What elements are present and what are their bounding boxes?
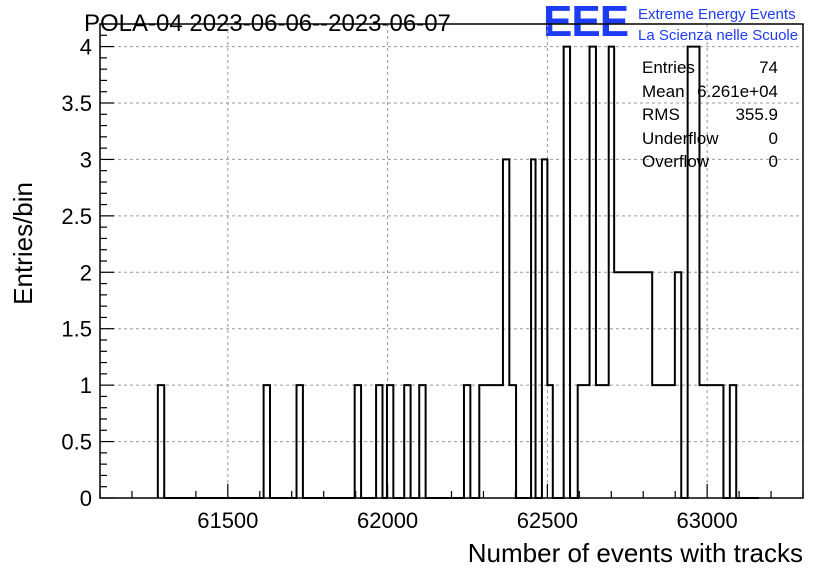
stat-value: 74: [759, 58, 778, 77]
stat-name: Entries: [642, 58, 695, 77]
stat-value: 6.261e+04: [697, 81, 778, 101]
logo-line-1: Extreme Energy Events: [638, 6, 796, 23]
y-tick-label: 2: [80, 260, 92, 285]
histogram-bin: [419, 385, 425, 498]
stat-name: Overflow: [642, 152, 710, 171]
y-tick-label: 0.5: [61, 430, 92, 455]
histogram-bin: [699, 385, 723, 498]
histogram-bin: [620, 272, 626, 498]
stat-row-mean: Mean 6.261e+04: [640, 82, 780, 106]
histogram-bin: [730, 385, 736, 498]
histogram-bin: [503, 159, 509, 498]
y-tick-label: 3: [80, 147, 92, 172]
histogram-bin: [509, 385, 516, 498]
y-tick-label: 1: [80, 373, 92, 398]
y-tick-label: 2.5: [61, 204, 92, 229]
stat-value: 355.9: [735, 105, 778, 124]
y-tick-label: 1.5: [61, 317, 92, 342]
histogram-bin: [531, 159, 535, 498]
histogram-bin: [590, 47, 596, 498]
stat-value: 0: [768, 128, 778, 148]
x-tick-label: 63000: [677, 508, 738, 533]
logo-mark: EEE: [543, 0, 629, 46]
histogram-bin: [675, 272, 681, 498]
y-tick-label: 0: [80, 486, 92, 511]
stat-row-underflow: Underflow 0: [640, 129, 780, 153]
y-tick-label: 4: [80, 35, 92, 60]
stats-box: Entries 74 Mean 6.261e+04 RMS 355.9 Unde…: [640, 58, 780, 176]
stat-row-entries: Entries 74: [640, 58, 780, 82]
x-axis-label: Number of events with tracks: [467, 538, 803, 568]
x-tick-label: 62500: [517, 508, 578, 533]
histogram-bin: [626, 272, 652, 498]
histogram-bin: [404, 385, 410, 498]
tick-labels: 61500 62000 62500 63000 0 0.5 1 1.5 2 2.5 3 3.5 4: [61, 35, 737, 533]
histogram-bin: [387, 385, 393, 498]
y-axis-label: Entries/bin: [8, 182, 38, 305]
histogram-bin: [652, 385, 675, 498]
histogram-bin: [376, 385, 382, 498]
eee-logo: EEE Extreme Energy Events La Scienza nel…: [543, 0, 833, 46]
histogram-bin: [158, 385, 164, 498]
histogram-bin: [355, 385, 361, 498]
histogram-bin: [297, 385, 303, 498]
stat-name: RMS: [642, 105, 680, 124]
histogram-bin: [464, 385, 470, 498]
stat-row-overflow: Overflow 0: [640, 152, 780, 176]
histogram-bin: [542, 159, 547, 498]
histogram-bin: [479, 385, 496, 498]
histogram-bin: [614, 272, 620, 498]
histogram-bin: [497, 385, 503, 498]
histogram-bin: [547, 385, 552, 498]
stat-value: 0: [768, 152, 778, 171]
logo-line-2: La Scienza nelle Scuole: [638, 27, 799, 44]
x-tick-label: 61500: [197, 508, 258, 533]
stat-name: Underflow: [642, 128, 719, 148]
stat-row-rms: RMS 355.9: [640, 105, 780, 129]
histogram-bin: [264, 385, 270, 498]
axis-ticks: [99, 23, 804, 499]
x-tick-label: 62000: [357, 508, 418, 533]
stat-name: Mean: [642, 81, 685, 101]
histogram-bin: [609, 47, 614, 498]
histogram-bin: [564, 47, 570, 498]
histogram-bin: [578, 385, 590, 498]
y-tick-label: 3.5: [61, 91, 92, 116]
histogram-bin: [596, 385, 609, 498]
